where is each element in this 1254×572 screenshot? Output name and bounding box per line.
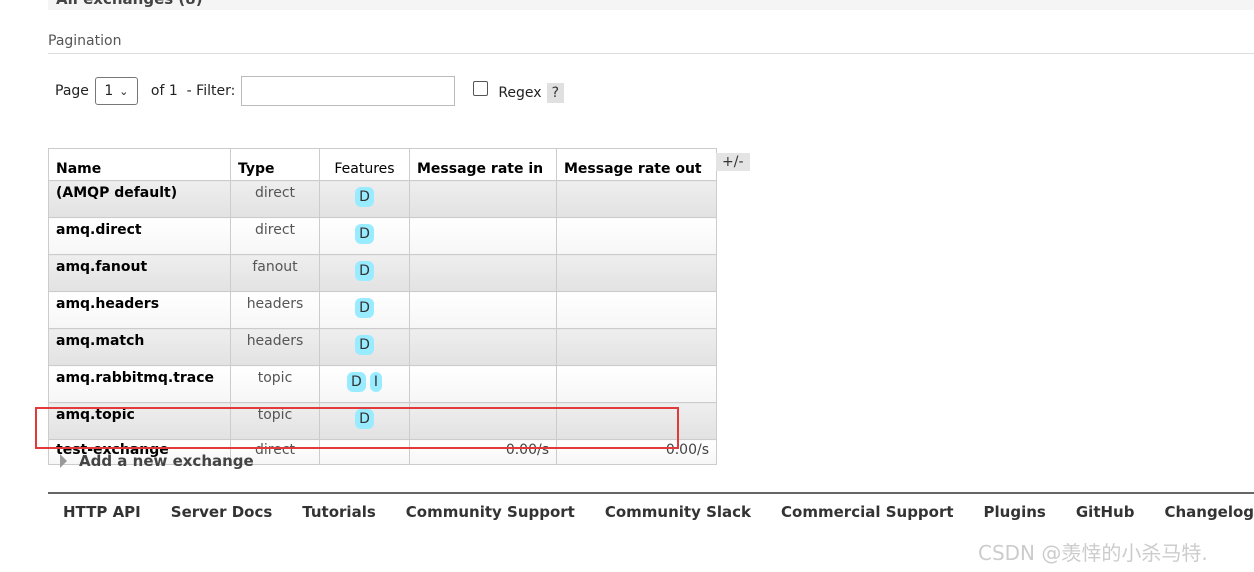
exchange-features: D xyxy=(319,328,410,366)
feature-badge: D xyxy=(355,224,374,244)
exchange-features: D xyxy=(319,217,410,255)
rate-in xyxy=(409,217,557,255)
exchange-features: D xyxy=(319,180,410,218)
col-type[interactable]: Type xyxy=(230,148,320,181)
exchange-name[interactable]: test-exchange xyxy=(48,439,231,465)
regex-label: Regex xyxy=(498,85,542,101)
footer-link[interactable]: GitHub xyxy=(1075,503,1135,521)
rate-in xyxy=(409,365,557,403)
page-select[interactable]: 1 ⌄ xyxy=(94,77,138,105)
feature-badge: D xyxy=(355,187,374,207)
footer-links: HTTP API Server Docs Tutorials Community Su… xyxy=(63,503,1254,521)
divider xyxy=(48,53,1254,54)
exchange-features: D xyxy=(319,291,410,329)
feature-badge: D xyxy=(347,372,366,392)
exchange-type: headers xyxy=(230,328,320,366)
exchanges-table: Name Type Features Message rate in Messa… xyxy=(48,148,717,465)
footer-link[interactable]: Commercial Support xyxy=(781,503,954,521)
filter-label: - Filter: xyxy=(186,83,236,99)
col-name[interactable]: Name xyxy=(48,148,231,181)
rate-out xyxy=(556,328,717,366)
table-row[interactable]: amq.direct direct D xyxy=(48,217,717,255)
exchange-type: fanout xyxy=(230,254,320,292)
regex-checkbox[interactable] xyxy=(473,80,489,96)
table-row[interactable]: test-exchange direct 0.00/s 0.00/s xyxy=(48,439,717,465)
exchange-type: headers xyxy=(230,291,320,329)
triangle-right-icon xyxy=(60,454,67,468)
page-label: Page xyxy=(55,83,89,99)
table-row[interactable]: amq.rabbitmq.trace topic D I xyxy=(48,365,717,403)
feature-badge: D xyxy=(355,409,374,429)
rate-in: 0.00/s xyxy=(409,439,557,465)
rate-out xyxy=(556,217,717,255)
rate-out xyxy=(556,365,717,403)
footer-divider xyxy=(48,492,1254,494)
exchange-name[interactable]: amq.headers xyxy=(48,291,231,329)
feature-badge: D xyxy=(355,298,374,318)
exchange-type: direct xyxy=(230,217,320,255)
exchange-name[interactable]: amq.rabbitmq.trace xyxy=(48,365,231,403)
pagination-title: Pagination xyxy=(48,33,122,49)
add-exchange-toggle[interactable]: Add a new exchange xyxy=(60,452,254,470)
col-features: Features xyxy=(319,148,410,181)
filter-input[interactable] xyxy=(241,76,456,106)
table-row[interactable]: amq.fanout fanout D xyxy=(48,254,717,292)
exchange-type: direct xyxy=(230,439,320,465)
of-pages-label: of 1 xyxy=(150,83,178,99)
chevron-down-icon: ⌄ xyxy=(119,84,129,98)
toggle-columns-button[interactable]: +/- xyxy=(716,153,750,171)
footer-link[interactable]: HTTP API xyxy=(63,503,141,521)
table-row[interactable]: amq.match headers D xyxy=(48,328,717,366)
regex-help-button[interactable]: ? xyxy=(546,83,565,103)
col-rate-out[interactable]: Message rate out xyxy=(556,148,717,181)
footer-link[interactable]: Plugins xyxy=(983,503,1046,521)
rate-out: 0.00/s xyxy=(556,439,717,465)
exchange-type: direct xyxy=(230,180,320,218)
feature-badge: I xyxy=(369,372,382,392)
watermark: CSDN @羡悻的小杀马特. xyxy=(978,541,1208,565)
exchange-name[interactable]: amq.match xyxy=(48,328,231,366)
table-row[interactable]: amq.headers headers D xyxy=(48,291,717,329)
footer-link[interactable]: Tutorials xyxy=(302,503,376,521)
rate-out xyxy=(556,180,717,218)
exchange-features xyxy=(319,439,410,465)
highlight-box xyxy=(35,407,679,449)
rate-out xyxy=(556,291,717,329)
footer-link[interactable]: Server Docs xyxy=(170,503,273,521)
footer-link[interactable]: Changelog xyxy=(1164,503,1254,521)
rate-out xyxy=(556,254,717,292)
table-row[interactable]: (AMQP default) direct D xyxy=(48,180,717,218)
rate-in xyxy=(409,254,557,292)
exchange-name[interactable]: (AMQP default) xyxy=(48,180,231,218)
exchange-name[interactable]: amq.fanout xyxy=(48,254,231,292)
rate-in xyxy=(409,328,557,366)
section-header[interactable]: All exchanges (8) xyxy=(48,0,1254,10)
rate-in xyxy=(409,180,557,218)
footer-link[interactable]: Community Slack xyxy=(604,503,752,521)
exchange-features: D xyxy=(319,254,410,292)
footer-link[interactable]: Community Support xyxy=(405,503,575,521)
feature-badge: D xyxy=(355,261,374,281)
exchange-name[interactable]: amq.direct xyxy=(48,217,231,255)
exchange-type: topic xyxy=(230,365,320,403)
pagination-controls: Page 1 ⌄ of 1 - Filter: Regex ? xyxy=(55,76,565,106)
rate-in xyxy=(409,291,557,329)
feature-badge: D xyxy=(355,335,374,355)
col-rate-in[interactable]: Message rate in xyxy=(409,148,557,181)
section-title: All exchanges (8) xyxy=(56,0,203,8)
